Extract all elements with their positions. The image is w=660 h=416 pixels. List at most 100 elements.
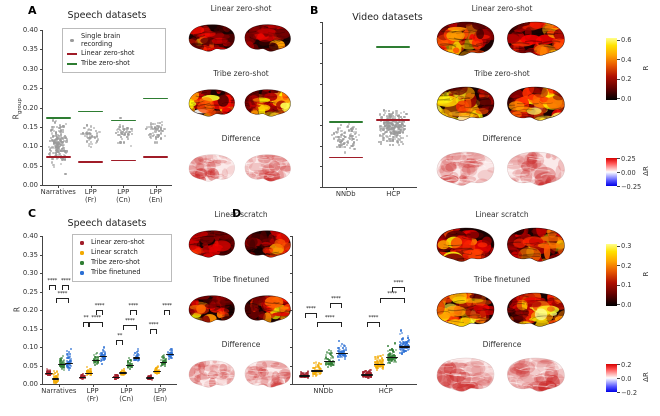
brain-surface-lateral	[432, 13, 496, 67]
y-tick-label: 0.10	[22, 142, 38, 151]
brain-map-title: Difference	[482, 134, 522, 143]
colorbar-tickmark	[617, 98, 620, 100]
y-tickmark	[39, 384, 42, 385]
brain-surface-medial	[505, 143, 569, 197]
brain-surface-lateral	[185, 13, 237, 65]
x-tick-label: (Fr)	[86, 395, 99, 403]
y-tickmark	[39, 185, 42, 186]
y-tickmark	[39, 88, 42, 90]
y-tickmark	[39, 365, 42, 367]
legend-item: Linear zero-shot	[77, 238, 167, 248]
y-tickmark	[39, 291, 42, 293]
brain-map-title: Tribe zero-shot	[213, 69, 269, 78]
colorbar-axis-label: ΔR	[642, 166, 650, 176]
brain-map-title: Tribe finetuned	[473, 275, 531, 284]
x-tick-label: (Cn)	[116, 196, 131, 204]
x-tickmark	[92, 384, 94, 387]
median-bar	[58, 364, 67, 366]
x-tickmark	[160, 384, 162, 387]
y-tickmark	[319, 187, 322, 188]
median-bar	[386, 356, 398, 359]
y-tick-label: 0.25	[22, 287, 38, 296]
panel-c-legend: Linear zero-shot Linear scratch Tribe zero…	[72, 234, 172, 282]
colorbar-tickmark	[617, 378, 620, 379]
scatter-points-hcp	[322, 22, 417, 187]
x-tickmark	[126, 384, 128, 387]
y-tickmark	[319, 63, 322, 65]
legend-dot-marker	[77, 241, 87, 245]
x-tick-label: NNDb	[313, 387, 334, 395]
y-tickmark	[289, 254, 292, 256]
x-tick-label: HCP	[378, 387, 393, 395]
colorbar-deltaR-3: 0.2 0.0 −0.2 ΔR	[606, 361, 651, 397]
panel-c-ylabel: R	[12, 306, 22, 313]
median-bar	[166, 353, 175, 356]
x-axis-spine	[42, 185, 172, 186]
y-tickmark	[289, 310, 292, 311]
x-tick-label: LPP	[117, 188, 130, 196]
x-tick-label: LPP	[154, 387, 167, 395]
legend-label: Tribe finetuned	[91, 268, 141, 277]
colorbar-tick-label: 0.2	[621, 75, 632, 84]
linear-zero-shot-bar	[376, 119, 411, 121]
brain-surface-medial	[505, 13, 569, 67]
x-axis-spine	[292, 384, 417, 385]
tribe-zero-shot-bar	[78, 110, 104, 113]
y-tickmark	[289, 236, 292, 237]
x-tick-label: LPP	[84, 188, 97, 196]
y-axis-spine	[322, 22, 323, 187]
colorbar-tickmark	[617, 304, 620, 306]
y-tickmark	[39, 107, 42, 109]
significance-bracket	[89, 321, 103, 327]
significance-stars: ****	[57, 291, 68, 298]
median-bar	[398, 346, 411, 348]
median-bar	[65, 362, 73, 364]
colorbar-gradient	[606, 244, 617, 306]
median-bar	[98, 355, 107, 358]
legend-item: Linear zero-shot	[67, 49, 161, 59]
colorbar-tickmark	[617, 172, 620, 173]
brain-map-title: Tribe finetuned	[212, 275, 270, 284]
brain-map-title: Linear scratch	[214, 210, 268, 219]
x-tick-label: (Cn)	[119, 395, 134, 403]
colorbar-tickmark	[617, 186, 620, 187]
y-tickmark	[39, 146, 42, 148]
colorbar-tickmark	[617, 265, 620, 267]
y-tickmark	[39, 49, 42, 51]
brain-surface-lateral	[432, 349, 496, 403]
significance-bracket	[116, 340, 123, 346]
colorbar-tick-label: 0.2	[621, 261, 632, 270]
x-tick-label: LPP	[120, 387, 133, 395]
y-tick-label: 0.00	[22, 181, 38, 189]
colorbar-tick-label: 0.0	[621, 374, 632, 383]
colorbar-gradient	[606, 364, 617, 392]
y-tick-label: 0.05	[22, 361, 38, 370]
y-axis-spine	[42, 236, 43, 384]
y-tickmark	[39, 328, 42, 330]
x-tickmark	[58, 185, 60, 188]
scatter-points-lppen	[42, 30, 172, 185]
brain-surface-medial	[505, 78, 569, 132]
x-tick-label: NNDb	[335, 190, 356, 198]
significance-bracket	[150, 328, 157, 334]
significance-bracket	[129, 310, 137, 315]
colorbar-tickmark	[617, 158, 620, 159]
significance-stars: ****	[94, 303, 105, 309]
y-tickmark	[289, 365, 292, 367]
median-bar	[373, 364, 386, 366]
colorbar-tick-label: 0.6	[621, 36, 632, 45]
median-bar	[112, 377, 121, 379]
y-tick-label: 0.00	[22, 380, 38, 388]
colorbar-tick-label: 0.4	[621, 55, 632, 64]
y-tickmark	[319, 125, 322, 127]
colorbar-tickmark	[617, 364, 620, 365]
median-bar	[323, 361, 336, 363]
y-tick-label: 0.15	[22, 324, 38, 333]
colorbar-tickmark	[617, 39, 620, 41]
tribe-zero-shot-bar	[143, 97, 169, 100]
median-bar	[298, 375, 311, 377]
significance-stars: **	[117, 333, 123, 340]
brain-surface-medial	[243, 143, 295, 195]
legend-dot-marker	[77, 261, 87, 265]
panel-letter-a: A	[28, 4, 37, 17]
